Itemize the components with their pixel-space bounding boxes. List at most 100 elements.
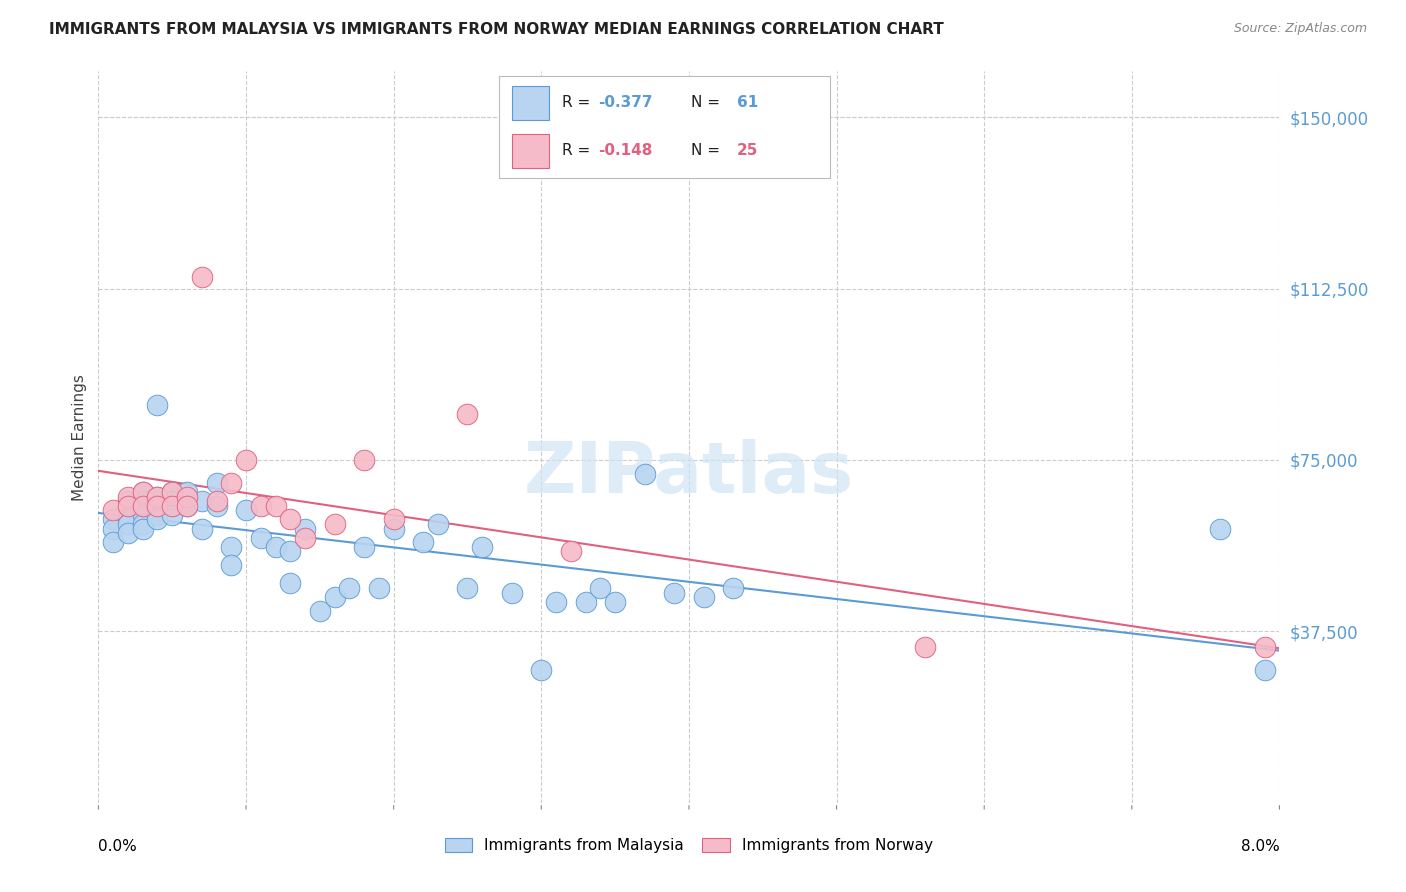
Point [103, 535, 125, 549]
Point [191, 270, 214, 285]
Text: R =: R = [562, 144, 595, 158]
Y-axis label: Median Earnings: Median Earnings [72, 374, 87, 500]
Point [1209, 521, 1232, 535]
Text: -0.148: -0.148 [599, 144, 652, 158]
Point [250, 531, 273, 545]
Point [250, 499, 273, 513]
Point [205, 499, 228, 513]
Text: -0.377: -0.377 [599, 95, 652, 110]
Point [664, 585, 686, 599]
Point [280, 512, 302, 526]
Point [471, 540, 494, 554]
FancyBboxPatch shape [512, 135, 548, 168]
Point [146, 490, 169, 504]
Point [162, 484, 183, 499]
Point [132, 494, 155, 508]
Point [146, 490, 169, 504]
Point [560, 544, 582, 558]
Point [605, 594, 627, 608]
Point [382, 512, 405, 526]
Point [221, 475, 243, 490]
Point [530, 663, 553, 677]
Point [589, 581, 612, 595]
Point [162, 499, 183, 513]
Point [235, 503, 257, 517]
Point [176, 499, 198, 513]
FancyBboxPatch shape [512, 87, 548, 120]
Point [132, 484, 155, 499]
Point [132, 503, 155, 517]
Point [146, 512, 169, 526]
Point [280, 576, 302, 591]
Point [914, 640, 936, 655]
Point [117, 499, 139, 513]
Point [162, 508, 183, 522]
Point [176, 490, 198, 504]
Text: N =: N = [690, 95, 724, 110]
Point [294, 521, 316, 535]
Point [501, 585, 523, 599]
Point [353, 540, 375, 554]
Text: R =: R = [562, 95, 595, 110]
Point [221, 540, 243, 554]
Point [146, 499, 169, 513]
Point [162, 494, 183, 508]
Point [339, 581, 361, 595]
Text: 8.0%: 8.0% [1240, 839, 1279, 855]
Point [264, 540, 287, 554]
Text: N =: N = [690, 144, 724, 158]
Text: 61: 61 [737, 95, 758, 110]
Point [117, 490, 139, 504]
Point [205, 475, 228, 490]
Point [693, 590, 716, 604]
Point [132, 516, 155, 531]
Text: ZIPatlas: ZIPatlas [524, 439, 853, 508]
Point [323, 516, 346, 531]
Point [427, 516, 450, 531]
Point [221, 558, 243, 573]
Point [382, 521, 405, 535]
Point [634, 467, 657, 481]
Text: Source: ZipAtlas.com: Source: ZipAtlas.com [1233, 22, 1367, 36]
Text: 0.0%: 0.0% [98, 839, 138, 855]
Point [176, 484, 198, 499]
Point [103, 503, 125, 517]
Point [117, 512, 139, 526]
Point [457, 581, 479, 595]
Point [264, 499, 287, 513]
Point [723, 581, 745, 595]
Point [294, 531, 316, 545]
Text: IMMIGRANTS FROM MALAYSIA VS IMMIGRANTS FROM NORWAY MEDIAN EARNINGS CORRELATION C: IMMIGRANTS FROM MALAYSIA VS IMMIGRANTS F… [49, 22, 943, 37]
Point [412, 535, 434, 549]
Point [205, 494, 228, 508]
Point [117, 503, 139, 517]
Point [1254, 640, 1277, 655]
Point [1254, 663, 1277, 677]
Point [235, 453, 257, 467]
Point [353, 453, 375, 467]
Text: 25: 25 [737, 144, 758, 158]
Point [103, 512, 125, 526]
Point [280, 544, 302, 558]
Point [457, 407, 479, 421]
Point [132, 508, 155, 522]
Point [162, 499, 183, 513]
Point [191, 494, 214, 508]
Point [132, 499, 155, 513]
Point [132, 521, 155, 535]
Point [309, 604, 332, 618]
Point [146, 503, 169, 517]
Legend: Immigrants from Malaysia, Immigrants from Norway: Immigrants from Malaysia, Immigrants fro… [437, 830, 941, 861]
Point [132, 484, 155, 499]
Point [191, 521, 214, 535]
Point [146, 398, 169, 412]
Point [146, 508, 169, 522]
Point [546, 594, 568, 608]
Point [146, 499, 169, 513]
Point [117, 526, 139, 541]
Point [103, 521, 125, 535]
Point [575, 594, 598, 608]
Point [117, 516, 139, 531]
Point [323, 590, 346, 604]
Point [117, 494, 139, 508]
